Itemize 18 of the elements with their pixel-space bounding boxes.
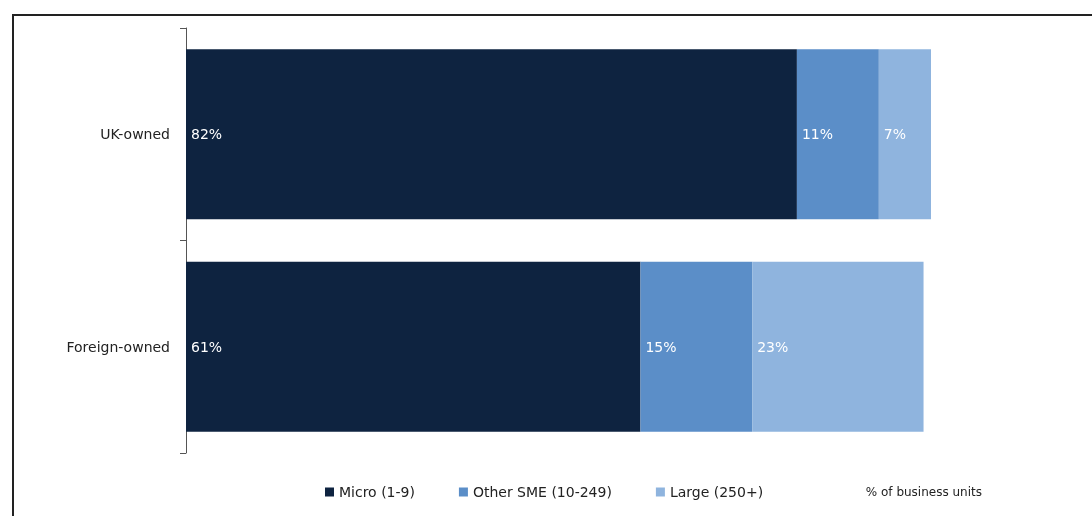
legend-label: Micro (1-9) xyxy=(339,484,415,500)
bar xyxy=(878,49,931,220)
data-label: 23% xyxy=(757,338,789,355)
data-label: 82% xyxy=(191,126,223,143)
x-axis-title: % of business units xyxy=(865,485,982,499)
legend-label: Large (250+) xyxy=(669,484,764,500)
legend-label: Other SME (10-249) xyxy=(472,484,612,500)
data-label: 15% xyxy=(645,338,677,355)
data-label: 61% xyxy=(191,338,223,355)
data-label: 11% xyxy=(801,126,834,143)
bar xyxy=(752,261,924,432)
y-tick-label: Foreign-owned xyxy=(66,338,170,355)
bar xyxy=(186,49,797,220)
y-tick-label: UK-owned xyxy=(100,126,170,143)
bar xyxy=(796,49,879,220)
data-label: 7% xyxy=(883,126,907,143)
bar xyxy=(640,261,753,432)
bar xyxy=(186,261,641,432)
